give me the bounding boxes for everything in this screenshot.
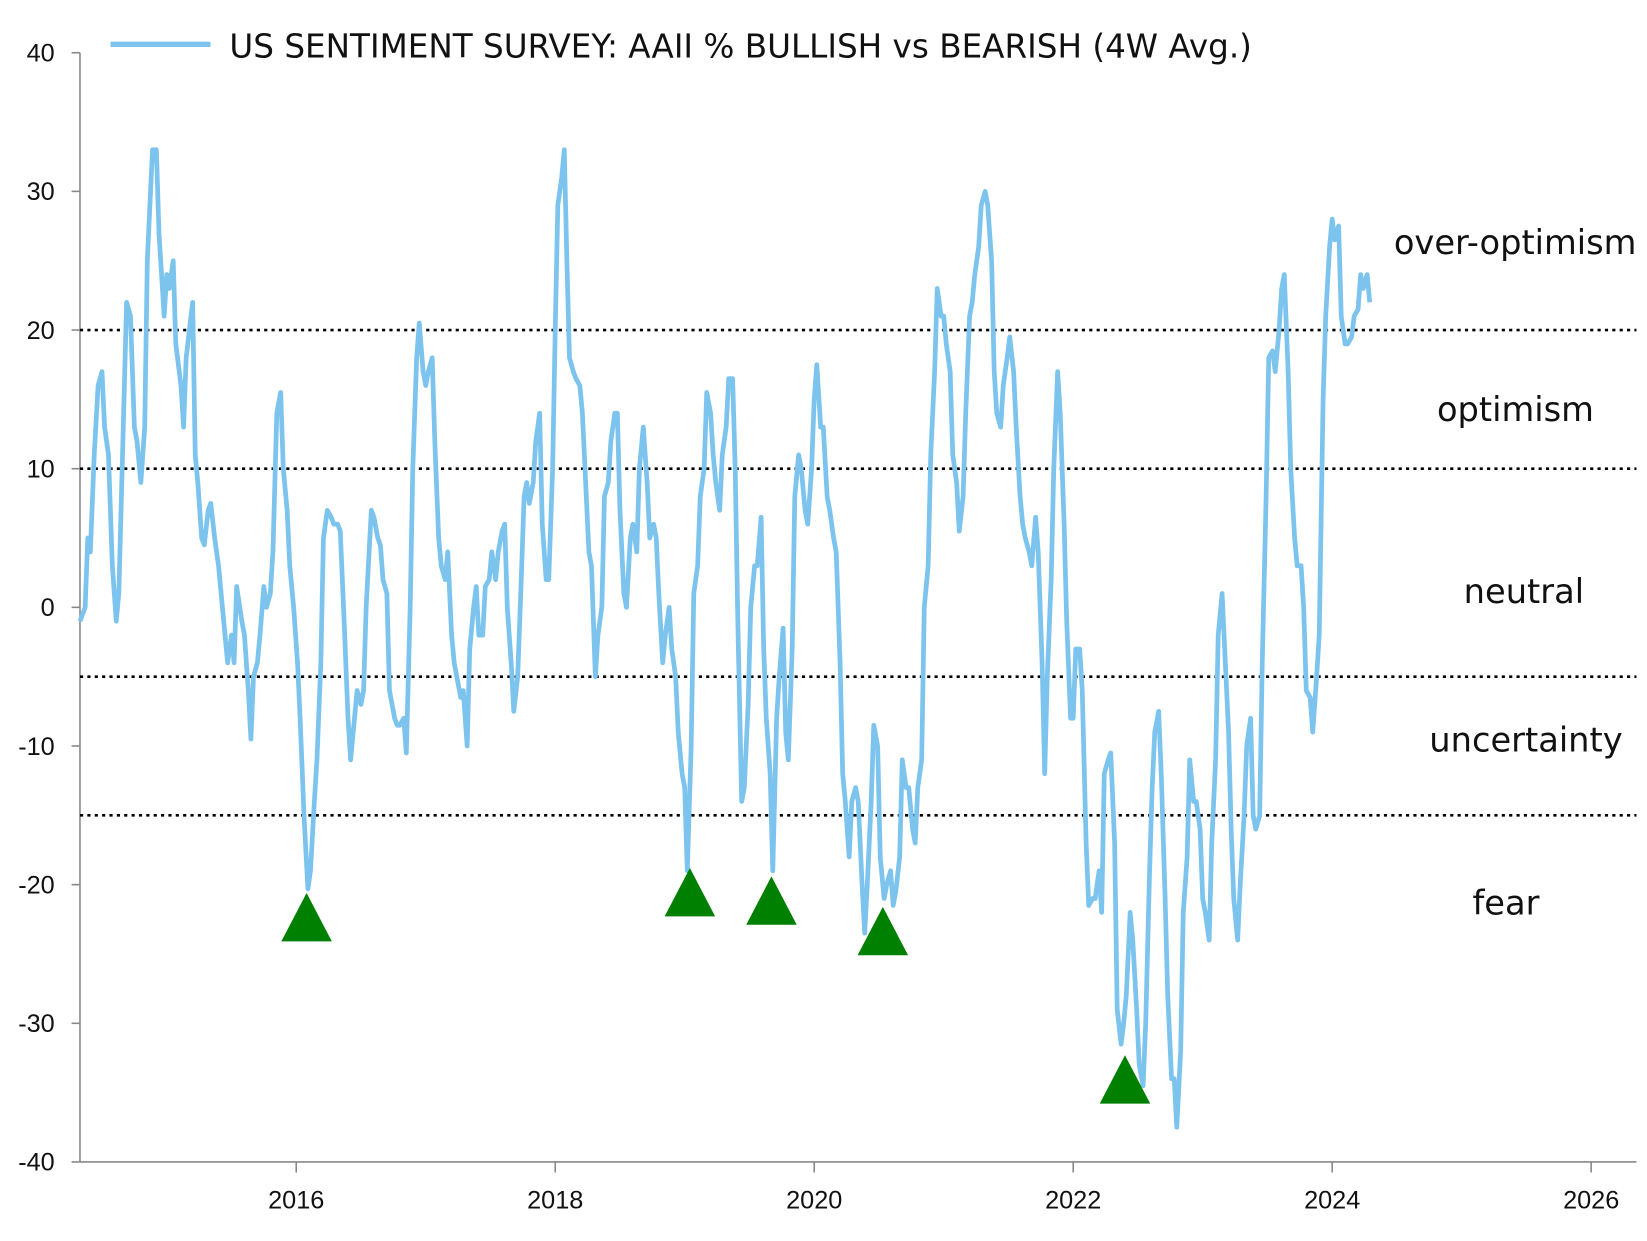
signal-marker bbox=[1099, 1055, 1151, 1104]
y-tick-label: -30 bbox=[18, 1010, 55, 1038]
zone-label: optimism bbox=[1437, 390, 1594, 429]
y-tick-label: 40 bbox=[27, 40, 55, 68]
signal-marker bbox=[746, 876, 797, 925]
x-tick-label: 2020 bbox=[786, 1187, 842, 1215]
y-tick-label: -10 bbox=[18, 733, 55, 761]
zone-label: uncertainty bbox=[1429, 721, 1622, 760]
signal-marker bbox=[664, 868, 716, 917]
y-tick-label: 0 bbox=[41, 594, 55, 622]
x-tick-label: 2024 bbox=[1304, 1187, 1360, 1215]
signal-marker bbox=[857, 906, 909, 956]
data-line bbox=[77, 147, 1373, 1130]
zone-label: fear bbox=[1472, 884, 1539, 923]
y-tick-label: -40 bbox=[18, 1149, 55, 1177]
zone-label: over-optimism bbox=[1394, 223, 1637, 262]
zone-label: neutral bbox=[1464, 572, 1584, 611]
y-tick-label: -20 bbox=[18, 871, 55, 899]
x-tick-label: 2022 bbox=[1045, 1187, 1101, 1215]
x-tick-label: 2018 bbox=[527, 1187, 583, 1215]
x-tick-label: 2026 bbox=[1563, 1187, 1619, 1215]
legend-label: US SENTIMENT SURVEY: AAII % BULLISH vs B… bbox=[229, 28, 1251, 66]
y-tick-label: 20 bbox=[27, 317, 55, 345]
x-tick-label: 2016 bbox=[268, 1187, 324, 1215]
signal-marker bbox=[281, 892, 332, 942]
plot-area: -40 -30 -20 -10 0 10 20 30 40 2016 2018 2020 2022 202… bbox=[18, 40, 1637, 1215]
y-tick-label: 10 bbox=[27, 455, 55, 483]
y-tick-label: 30 bbox=[27, 178, 55, 206]
